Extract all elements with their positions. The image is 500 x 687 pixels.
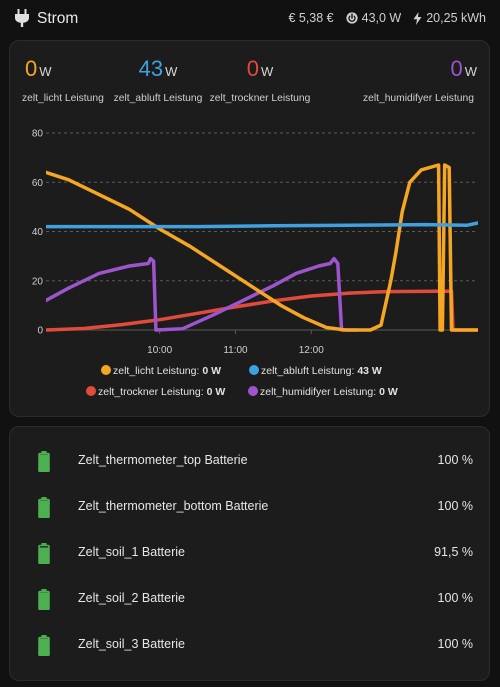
energy-stat[interactable]: 20,25 kWh [413,11,486,25]
y-tick-label: 20 [32,276,44,287]
current-value-label: zelt_humidifyer Leistung [362,93,474,104]
current-value-label: zelt_trockner Leistung [209,93,311,104]
legend-label: zelt_humidifyer Leistung: 0 W [260,386,398,398]
battery-90-icon [38,543,50,569]
current-value-unit: W [464,64,477,79]
legend-series-value: 43 W [357,365,382,377]
legend-swatch [249,365,259,375]
legend-swatch [101,365,111,375]
power-stat[interactable]: 43,0 W [346,11,402,25]
power-plug-icon [15,9,29,27]
current-value-unit: W [260,64,274,79]
header: Strom € 5,38 € 43,0 W 20,25 kWh [0,0,500,40]
power-line-chart: 0 20 40 60 80 10:00 11:00 12:00 zelt_licht Leist… [32,129,478,398]
legend-colon: : [351,365,357,377]
legend-item-4[interactable]: zelt_humidifyer Leistung: 0 W [248,386,398,398]
legend-series-value: 0 W [379,386,398,398]
current-value-number: 0 [25,56,38,81]
y-tick-label: 0 [37,326,43,337]
battery-full-icon [38,635,50,661]
y-tick-label: 40 [32,227,44,238]
y-tick-label: 60 [32,178,44,189]
x-tick-label: 11:00 [223,345,248,356]
battery-row[interactable]: Zelt_thermometer_top Batterie 100 % [10,438,489,484]
current-value-label: zelt_licht Leistung [22,93,104,104]
legend-swatch [86,386,96,396]
x-tick-label: 10:00 [147,345,172,356]
header-stats: € 5,38 € 43,0 W 20,25 kWh [288,11,486,25]
legend-series-value: 0 W [207,386,226,398]
current-value-number: 0 [246,56,259,81]
battery-value: 100 % [437,637,473,651]
cost-stat[interactable]: € 5,38 € [288,11,333,25]
battery-name: Zelt_soil_3 Batterie [78,637,186,651]
battery-name: Zelt_soil_1 Batterie [78,545,186,559]
lightning-bolt-icon [413,11,422,25]
battery-row[interactable]: Zelt_soil_3 Batterie 100 % [10,622,489,668]
legend-item-3[interactable]: zelt_trockner Leistung: 0 W [86,386,225,398]
current-value-unit: W [39,64,52,79]
legend-item-2[interactable]: zelt_abluft Leistung: 43 W [249,365,382,377]
series-line-2[interactable] [46,221,478,229]
current-value-number: 43 [138,56,164,81]
current-value-unit: W [165,64,178,79]
page-title: Strom [37,10,79,27]
energy-value: 20,25 kWh [426,11,486,25]
battery-row[interactable]: Zelt_thermometer_bottom Batterie 100 % [10,484,489,530]
battery-value: 91,5 % [434,545,473,559]
current-value-label: zelt_abluft Leistung [113,93,203,104]
battery-value: 100 % [437,453,473,467]
legend-series-name: zelt_humidifyer Leistung [260,386,373,398]
battery-name: Zelt_thermometer_top Batterie [78,453,248,467]
legend-colon: : [373,386,379,398]
battery-name: Zelt_thermometer_bottom Batterie [78,499,269,513]
legend-label: zelt_abluft Leistung: 43 W [261,365,382,377]
y-tick-label: 80 [32,129,44,140]
battery-full-icon [38,497,50,523]
battery-row[interactable]: Zelt_soil_2 Batterie 100 % [10,576,489,622]
series-line-1[interactable] [46,163,478,332]
power-circle-icon [346,12,358,24]
battery-name: Zelt_soil_2 Batterie [78,591,186,605]
legend-swatch [248,386,258,396]
series-line-3[interactable] [46,289,478,332]
current-value-number: 0 [450,56,463,81]
battery-full-icon [38,451,50,477]
battery-row[interactable]: Zelt_soil_1 Batterie 91,5 % [10,530,489,576]
battery-value: 100 % [437,591,473,605]
power-value: 43,0 W [361,11,402,25]
battery-value: 100 % [437,499,473,513]
cost-value: € 5,38 € [288,11,334,25]
x-tick-label: 12:00 [299,345,324,356]
legend-label: zelt_trockner Leistung: 0 W [98,386,225,398]
battery-list-card: Zelt_thermometer_top Batterie 100 % Zelt_t… [9,426,490,681]
legend-colon: : [201,386,207,398]
legend-series-name: zelt_abluft Leistung [261,365,352,377]
series-line-4[interactable] [46,256,359,332]
legend-label: zelt_licht Leistung: 0 W [113,365,221,377]
legend-series-name: zelt_trockner Leistung [98,386,201,398]
legend-item-1[interactable]: zelt_licht Leistung: 0 W [101,365,221,377]
legend-series-value: 0 W [202,365,221,377]
battery-full-icon [38,589,50,615]
legend-colon: : [196,365,202,377]
legend-series-name: zelt_licht Leistung [113,365,197,377]
